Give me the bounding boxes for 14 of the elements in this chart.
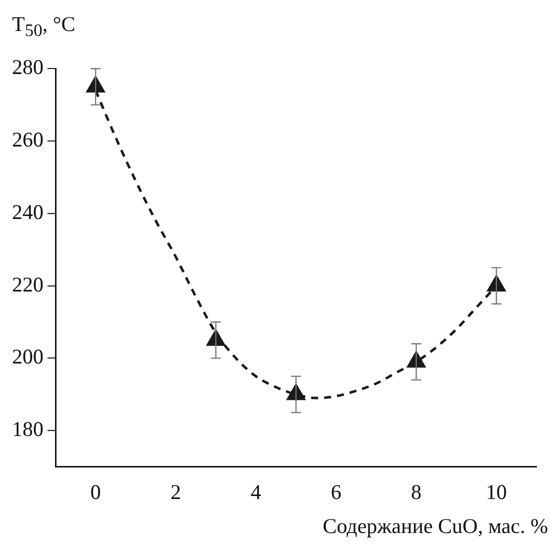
y-tick-label: 280 <box>12 55 44 80</box>
y-tick-label: 260 <box>12 128 44 152</box>
x-tick-label: 10 <box>486 480 507 504</box>
x-tick-label: 8 <box>411 480 422 504</box>
y-axis-title: T$_{50}$, °C <box>12 12 76 42</box>
y-tick-label: 240 <box>12 200 44 224</box>
x-axis-title: Содержание CuO, мас. % <box>322 514 548 539</box>
x-tick-label: 4 <box>250 480 262 504</box>
y-tick-label: 200 <box>12 344 44 369</box>
y-tick-label: 220 <box>12 272 44 296</box>
x-tick-label: 6 <box>330 480 342 504</box>
y-tick-label: 180 <box>12 417 44 442</box>
x-tick-label: 2 <box>170 480 181 504</box>
x-tick-label: 0 <box>90 480 101 504</box>
